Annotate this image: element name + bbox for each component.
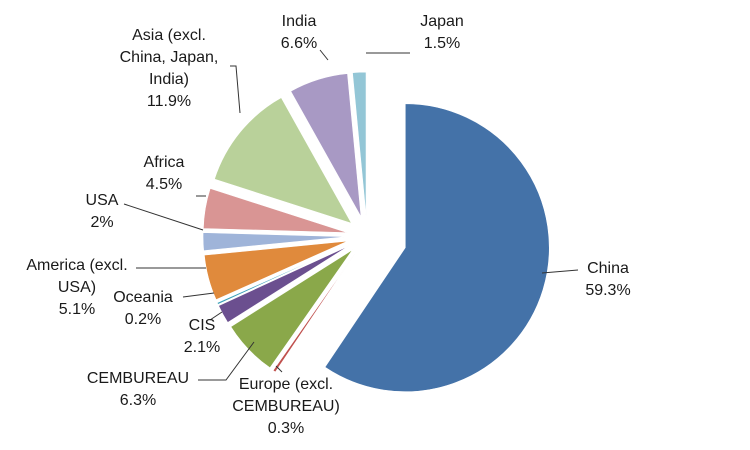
slice-value-oceania: 0.2%	[125, 311, 161, 328]
slice-name-cis: CIS	[189, 317, 216, 334]
slice-name-cembureau: CEMBUREAU	[87, 370, 189, 387]
leader-line-cis	[209, 311, 223, 321]
slice-name-oceania: Oceania	[113, 289, 173, 306]
leader-line-india	[319, 49, 329, 61]
slice-label-usa: USA 2%	[86, 192, 119, 231]
slice-name-asia: Asia (excl.	[132, 27, 206, 44]
slice-name-japan: Japan	[420, 13, 464, 30]
slice-japan	[352, 71, 367, 217]
slice-label-china: China 59.3%	[585, 260, 630, 299]
slice-label-asia: Asia (excl. China, Japan, India) 11.9%	[120, 27, 219, 110]
slice-label-cembureau: CEMBUREAU 6.3%	[87, 370, 189, 409]
slice-europe	[272, 252, 356, 373]
slice-value-asia: 11.9%	[147, 93, 191, 110]
slice-asia	[214, 97, 353, 224]
pie-slices	[202, 71, 550, 392]
slice-label-india: India 6.6%	[281, 13, 317, 52]
slice-name-asia: China, Japan,	[120, 49, 219, 66]
leader-line-china	[541, 269, 579, 274]
slice-name-usa: USA	[86, 192, 119, 209]
slice-value-cembureau: 6.3%	[120, 392, 156, 409]
slice-america	[204, 240, 348, 301]
slice-value-india: 6.6%	[281, 35, 317, 52]
label-leader-lines	[123, 49, 579, 381]
slice-value-africa: 4.5%	[146, 176, 182, 193]
slice-value-usa: 2%	[90, 214, 113, 231]
slice-value-cis: 2.1%	[184, 339, 220, 356]
slice-label-japan: Japan 1.5%	[420, 13, 464, 52]
slice-cis	[218, 245, 350, 323]
slice-value-china: 59.3%	[585, 282, 630, 299]
slice-africa	[203, 188, 348, 233]
slice-label-oceania: Oceania 0.2%	[113, 289, 173, 328]
slice-china	[324, 103, 550, 392]
slice-name-india: India	[282, 13, 317, 30]
slice-label-europe: Europe (excl. CEMBUREAU) 0.3%	[232, 376, 340, 437]
slice-label-cis: CIS 2.1%	[184, 317, 220, 356]
slice-name-america: America (excl.	[26, 257, 127, 274]
leader-line-usa	[123, 203, 204, 231]
slice-usa	[202, 232, 348, 252]
slice-name-america: USA)	[58, 279, 96, 296]
slice-name-china: China	[587, 260, 629, 277]
slice-name-europe: Europe (excl.	[239, 376, 333, 393]
slice-name-africa: Africa	[144, 154, 185, 171]
leader-line-asia	[230, 65, 241, 114]
leader-line-cembureau	[198, 341, 255, 381]
slice-value-japan: 1.5%	[424, 35, 460, 52]
slice-india	[290, 73, 362, 218]
leader-line-europe	[275, 365, 283, 373]
slice-name-europe: CEMBUREAU)	[232, 398, 340, 415]
slice-labels: China 59.3% Europe (excl. CEMBUREAU) 0.3% CEM…	[26, 13, 630, 437]
slice-value-america: 5.1%	[59, 301, 95, 318]
slice-oceania	[216, 243, 349, 305]
leader-line-oceania	[182, 292, 215, 298]
slice-label-africa: Africa 4.5%	[144, 154, 185, 193]
slice-name-asia: India)	[149, 71, 189, 88]
slice-label-america: America (excl. USA) 5.1%	[26, 257, 127, 318]
slice-value-europe: 0.3%	[268, 420, 304, 437]
